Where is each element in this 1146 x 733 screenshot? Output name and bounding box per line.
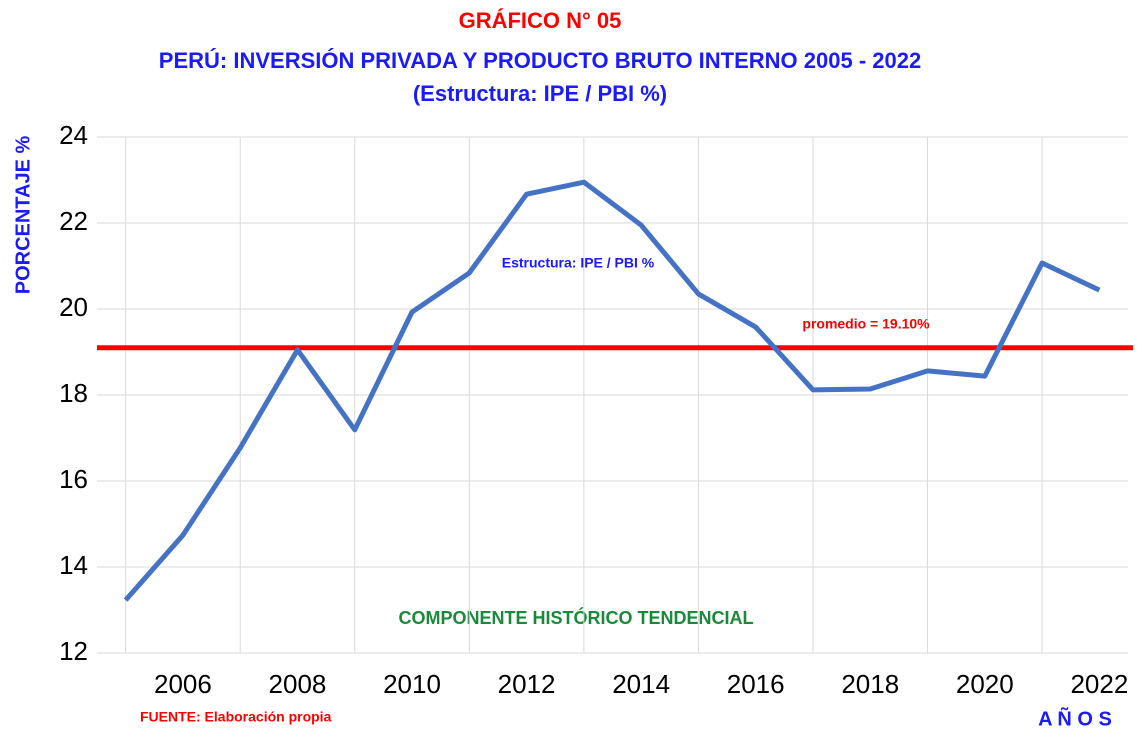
x-tick-label: 2016 bbox=[727, 669, 785, 699]
y-tick-label: 22 bbox=[59, 206, 88, 236]
x-tick-label: 2022 bbox=[1070, 669, 1128, 699]
x-axis-label: A Ñ O S bbox=[1038, 707, 1112, 730]
x-tick-label: 2006 bbox=[154, 669, 212, 699]
y-tick-label: 16 bbox=[59, 464, 88, 494]
y-tick-label: 20 bbox=[59, 292, 88, 322]
y-tick-label: 18 bbox=[59, 378, 88, 408]
x-tick-label: 2008 bbox=[269, 669, 327, 699]
series-label: Estructura: IPE / PBI % bbox=[502, 255, 655, 271]
x-tick-label: 2010 bbox=[383, 669, 441, 699]
chart-title: GRÁFICO N° 05 bbox=[459, 8, 622, 33]
average-label: promedio = 19.10% bbox=[802, 316, 930, 332]
x-tick-label: 2012 bbox=[498, 669, 556, 699]
x-tick-label: 2018 bbox=[841, 669, 899, 699]
source-note: FUENTE: Elaboración propia bbox=[140, 709, 332, 725]
y-tick-label: 12 bbox=[59, 636, 88, 666]
annotation: COMPONENTE HISTÓRICO TENDENCIAL bbox=[398, 607, 753, 628]
y-tick-label: 24 bbox=[59, 120, 88, 150]
x-tick-label: 2014 bbox=[612, 669, 670, 699]
x-tick-label: 2020 bbox=[956, 669, 1014, 699]
chart-subtitle: PERÚ: INVERSIÓN PRIVADA Y PRODUCTO BRUTO… bbox=[159, 48, 921, 73]
y-tick-label: 14 bbox=[59, 550, 88, 580]
chart-subtitle: (Estructura: IPE / PBI %) bbox=[413, 81, 667, 106]
data-line bbox=[123, 179, 1101, 602]
y-axis-label: PORCENTAJE % bbox=[12, 136, 34, 295]
